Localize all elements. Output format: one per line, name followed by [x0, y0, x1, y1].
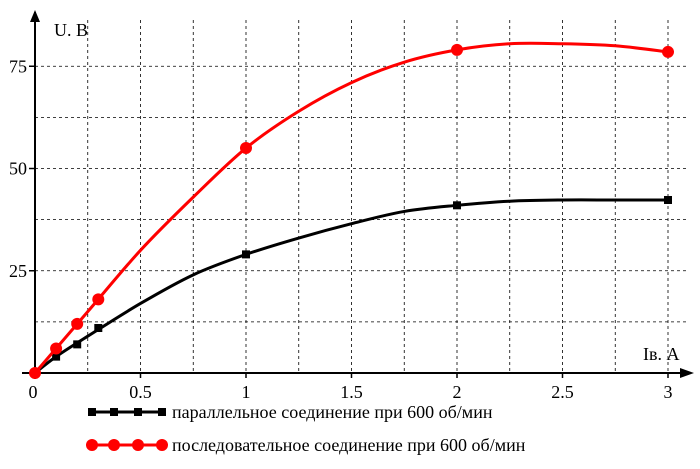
series-point-1 [240, 142, 252, 155]
series-point-1 [50, 342, 63, 355]
legend-label-1: последовательное соединение при 600 об/м… [172, 435, 526, 455]
series-point-0 [242, 250, 250, 259]
legend-marker-1 [132, 439, 144, 451]
legend-label-0: параллельное соединение при 600 об/мин [172, 402, 493, 422]
series-point-0 [453, 201, 461, 210]
series-point-1 [662, 45, 674, 58]
y-tick-label: 75 [9, 56, 27, 76]
legend-marker-1 [156, 439, 168, 451]
x-tick-label: 2.5 [551, 382, 574, 402]
origin-label: 0 [29, 382, 38, 402]
y-tick-label: 25 [9, 261, 27, 281]
series-point-1 [71, 317, 84, 330]
x-axis-label: Iв. А [643, 344, 680, 364]
x-tick-label: 0.5 [129, 382, 152, 402]
y-tick-label: 50 [9, 159, 27, 179]
series-point-0 [52, 352, 61, 361]
legend-marker-0 [134, 408, 142, 416]
legend-marker-1 [86, 439, 98, 451]
y-axis-label: U. В [54, 20, 88, 40]
y-axis-arrow [30, 10, 40, 22]
x-tick-label: 2 [453, 382, 462, 402]
legend-marker-1 [108, 439, 120, 451]
series-point-1 [92, 293, 105, 306]
legend-marker-0 [158, 408, 166, 416]
series-point-1 [451, 43, 463, 56]
series-line-0 [34, 198, 668, 375]
series-point-0 [94, 324, 103, 333]
series-line-1 [33, 41, 669, 374]
x-tick-label: 1.5 [340, 382, 363, 402]
x-tick-label: 3 [664, 382, 673, 402]
legend-marker-0 [88, 408, 96, 416]
legend-marker-0 [110, 408, 118, 416]
x-axis-arrow [680, 368, 694, 378]
x-tick-label: 1 [242, 382, 251, 402]
series-point-0 [664, 195, 672, 204]
series-point-0 [73, 340, 82, 349]
series-point-1 [29, 367, 41, 379]
